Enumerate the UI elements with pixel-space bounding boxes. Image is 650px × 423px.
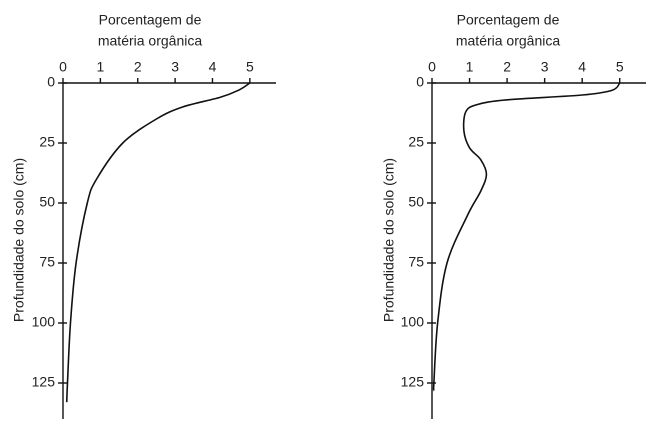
- x-tick-label: 4: [578, 59, 586, 75]
- x-tick-label: 1: [466, 59, 474, 75]
- curve: [432, 82, 621, 392]
- x-axis-title: matéria orgânica: [98, 33, 202, 49]
- curve: [65, 82, 251, 403]
- y-tick-label: 0: [416, 74, 424, 90]
- x-tick-label: 1: [96, 59, 104, 75]
- y-tick-label: 50: [408, 194, 424, 210]
- x-tick-label: 3: [171, 59, 179, 75]
- x-tick-label: 0: [428, 59, 436, 75]
- y-tick-label: 100: [401, 314, 425, 330]
- y-tick-label: 125: [32, 374, 56, 390]
- x-tick-label: 0: [59, 59, 67, 75]
- y-axis-title: Profundidade do solo (cm): [381, 158, 397, 322]
- y-tick-label: 25: [39, 134, 55, 150]
- y-tick-label: 0: [47, 74, 55, 90]
- x-axis-title: Porcentagem de: [99, 12, 202, 28]
- x-tick-label: 5: [246, 59, 254, 75]
- x-tick-label: 3: [541, 59, 549, 75]
- x-axis-title: matéria orgânica: [456, 33, 560, 49]
- y-tick-label: 75: [408, 254, 424, 270]
- y-tick-label: 75: [39, 254, 55, 270]
- y-tick-label: 25: [408, 134, 424, 150]
- y-axis-title: Profundidade do solo (cm): [11, 158, 27, 322]
- y-tick-label: 50: [39, 194, 55, 210]
- x-tick-label: 5: [616, 59, 624, 75]
- y-tick-label: 100: [32, 314, 56, 330]
- x-axis-title: Porcentagem de: [457, 12, 560, 28]
- x-tick-label: 4: [209, 59, 217, 75]
- x-tick-label: 2: [503, 59, 511, 75]
- x-tick-label: 2: [134, 59, 142, 75]
- y-tick-label: 125: [401, 374, 425, 390]
